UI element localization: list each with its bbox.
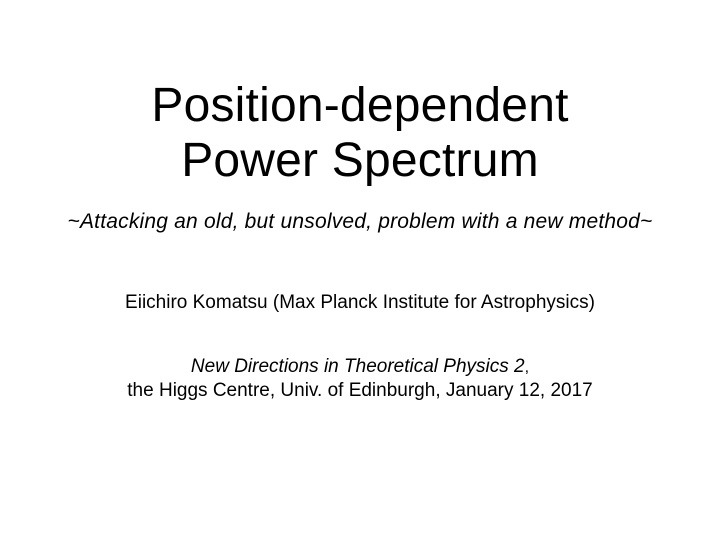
event-name: New Directions in Theoretical Physics 2 xyxy=(191,356,525,377)
event-line: New Directions in Theoretical Physics 2, xyxy=(127,356,592,378)
slide-title: Position-dependent Power Spectrum xyxy=(151,78,568,188)
event-suffix: , xyxy=(525,359,529,376)
slide-subtitle: ~Attacking an old, but unsolved, problem… xyxy=(68,210,653,234)
venue-line: the Higgs Centre, Univ. of Edinburgh, Ja… xyxy=(127,380,592,402)
author-line: Eiichiro Komatsu (Max Planck Institute f… xyxy=(125,292,595,314)
title-line-2: Power Spectrum xyxy=(151,133,568,188)
title-line-1: Position-dependent xyxy=(151,78,568,133)
event-block: New Directions in Theoretical Physics 2,… xyxy=(127,356,592,402)
